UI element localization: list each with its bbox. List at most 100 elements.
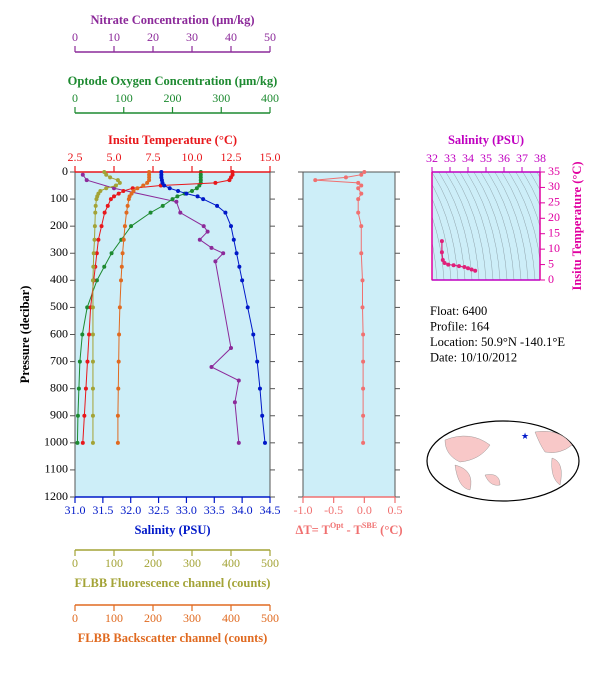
profile-point (94, 251, 99, 256)
profile-point (361, 359, 366, 364)
density-contour (515, 172, 540, 228)
profile-point (197, 237, 202, 242)
density-contour (536, 172, 540, 178)
x-tick-label: 33.5 (204, 503, 225, 517)
x-axis-title: Nitrate Concentration (µm/kg) (90, 13, 254, 27)
x-tick-label: 0 (72, 91, 78, 105)
ts-point (439, 250, 444, 255)
profile-point (213, 259, 218, 264)
x-tick-label: 36 (498, 151, 510, 165)
profile-point (231, 237, 236, 242)
x-tick-label: 50 (264, 30, 276, 44)
label-part: - T (343, 523, 362, 537)
profile-point (359, 251, 364, 256)
profile-point (236, 440, 241, 445)
x-tick-label: 32.5 (148, 503, 169, 517)
x-tick-label: 200 (164, 91, 182, 105)
profile-point (117, 332, 122, 337)
y-tick-label: 10 (548, 241, 560, 255)
x-tick-label: 31.0 (65, 503, 86, 517)
x-tick-label: 34.5 (260, 503, 281, 517)
x-tick-label: 0 (72, 30, 78, 44)
x-tick-label: 12.5 (221, 150, 242, 164)
profile-point (195, 194, 200, 199)
profile-point (176, 188, 181, 193)
plot-area (302, 171, 396, 498)
profile-point (113, 183, 118, 188)
float-marker: ★ (521, 431, 529, 441)
profile-point (92, 237, 97, 242)
x-tick-label: 20 (147, 30, 159, 44)
profile-point (92, 224, 97, 229)
info-line: Float: 6400 (430, 304, 487, 318)
profile-point (262, 440, 267, 445)
y-tick-label: 500 (50, 299, 68, 313)
y-tick-label: 400 (50, 272, 68, 286)
y-tick-label: 1100 (44, 462, 68, 476)
profile-point (90, 332, 95, 337)
y-tick-label: 700 (50, 353, 68, 367)
superscript: Opt (330, 521, 344, 530)
ts-point (446, 262, 451, 267)
profile-line (82, 172, 234, 443)
density-contour (529, 172, 540, 191)
profile-point (121, 188, 126, 193)
x-tick-label: 37 (516, 151, 528, 165)
x-axis-title: Insitu Temperature (°C) (108, 133, 237, 147)
profile-point (90, 440, 95, 445)
y-tick-label: 5 (548, 256, 554, 270)
x-tick-label: 30 (186, 30, 198, 44)
profile-point (116, 191, 121, 196)
profile-point (313, 178, 318, 183)
profile-point (102, 210, 107, 215)
profile-point (160, 203, 165, 208)
x-tick-label: 15.0 (260, 150, 281, 164)
label-part: ΔT= T (295, 523, 330, 537)
density-contour (494, 172, 529, 280)
x-tick-label: 0 (72, 556, 78, 570)
profile-point (121, 237, 126, 242)
profile-point (129, 224, 134, 229)
x-tick-label: 0.0 (357, 503, 372, 517)
x-tick-label: 33 (444, 151, 456, 165)
x-tick-label: 500 (261, 611, 279, 625)
x-tick-label: 38 (534, 151, 546, 165)
profile-point (90, 278, 95, 283)
profile-point (215, 203, 220, 208)
density-contour (466, 172, 501, 280)
density-contour (432, 241, 438, 280)
x-tick-label: 40 (225, 30, 237, 44)
profile-point (122, 224, 127, 229)
x-axis-title: ΔT= TOpt - TSBE (°C) (295, 521, 402, 537)
x-axis-title: Optode Oxygen Concentration (µm/kg) (68, 74, 278, 88)
y-tick-label: 30 (548, 179, 560, 193)
x-axis-title: FLBB Backscatter channel (counts) (78, 631, 268, 645)
profile-point (105, 203, 110, 208)
profile-point (197, 183, 202, 188)
x-tick-label: 300 (183, 611, 201, 625)
profile-point (108, 197, 113, 202)
x-tick-label: 33.0 (176, 503, 197, 517)
profile-point (356, 180, 361, 185)
profile-point (362, 170, 367, 174)
profile-point (90, 386, 95, 391)
x-tick-label: 31.5 (92, 503, 113, 517)
profile-point (93, 203, 98, 208)
density-contour (487, 172, 522, 280)
density-contour (522, 172, 540, 207)
ts-point (442, 261, 447, 266)
profile-point (229, 224, 233, 229)
profile-point (102, 264, 107, 269)
y-tick-label: 0 (548, 272, 554, 286)
y-axis-title: Pressure (decibar) (18, 286, 32, 384)
profile-point (227, 178, 232, 183)
x-tick-label: 200 (144, 556, 162, 570)
profile-point (237, 264, 242, 269)
density-contour (501, 172, 536, 280)
ts-point (462, 265, 467, 270)
density-contour (473, 172, 508, 280)
x-tick-label: 10 (108, 30, 120, 44)
profile-point (120, 251, 125, 256)
profile-point (201, 224, 206, 229)
x-tick-label: 2.5 (68, 150, 83, 164)
